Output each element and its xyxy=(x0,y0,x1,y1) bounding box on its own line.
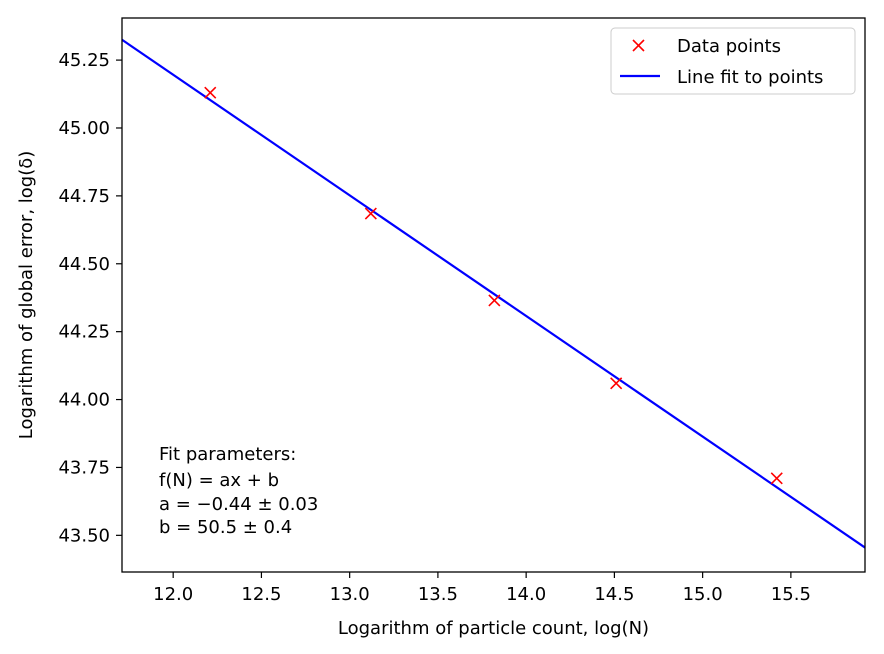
data-point-marker xyxy=(610,377,623,390)
data-point-marker xyxy=(204,86,217,99)
x-axis-label: Logarithm of particle count, log(N) xyxy=(338,618,649,639)
x-tick-label: 14.5 xyxy=(594,584,634,605)
y-axis-label: Logarithm of global error, log(δ) xyxy=(16,151,37,440)
data-point-marker xyxy=(770,472,783,485)
legend-label-line-fit: Line fit to points xyxy=(677,67,823,88)
x-tick-label: 15.0 xyxy=(683,584,723,605)
x-tick-label: 13.0 xyxy=(330,584,370,605)
annotation-line-3: a = −0.44 ± 0.03 xyxy=(159,494,318,515)
fit-line xyxy=(121,38,866,549)
data-point-marker xyxy=(488,294,501,307)
y-axis: 43.50 43.75 44.00 44.25 44.50 44.75 45.00 45.25 xyxy=(58,50,122,546)
y-tick-label: 45.25 xyxy=(58,50,110,71)
x-tick-label: 15.5 xyxy=(771,584,811,605)
y-tick-label: 43.50 xyxy=(58,525,110,546)
plot-background xyxy=(122,18,865,572)
x-tick-label: 12.0 xyxy=(153,584,193,605)
plot-frame xyxy=(121,17,866,573)
x-tick-label: 14.0 xyxy=(506,584,546,605)
y-tick-label: 44.50 xyxy=(58,254,110,275)
annotation: Fit parameters: f(N) = ax + b a = −0.44 … xyxy=(159,444,318,538)
annotation-line-4: b = 50.5 ± 0.4 xyxy=(159,517,292,538)
series-layer xyxy=(121,38,866,549)
y-tick-label: 44.25 xyxy=(58,322,110,343)
legend: Data points Line fit to points xyxy=(610,27,856,95)
annotation-line-1: Fit parameters: xyxy=(159,444,296,465)
data-point-marker xyxy=(364,207,377,220)
y-tick-label: 44.75 xyxy=(58,186,110,207)
y-tick-label: 43.75 xyxy=(58,457,110,478)
y-tick-label: 45.00 xyxy=(58,118,110,139)
annotation-line-2: f(N) = ax + b xyxy=(159,470,279,491)
legend-box xyxy=(610,27,856,95)
legend-label-data-points: Data points xyxy=(677,36,781,57)
legend-marker-x xyxy=(632,39,645,52)
x-axis: 12.0 12.5 13.0 13.5 14.0 14.5 15.0 15.5 xyxy=(153,572,811,605)
x-tick-label: 12.5 xyxy=(241,584,281,605)
x-tick-label: 13.5 xyxy=(418,584,458,605)
y-tick-label: 44.00 xyxy=(58,390,110,411)
